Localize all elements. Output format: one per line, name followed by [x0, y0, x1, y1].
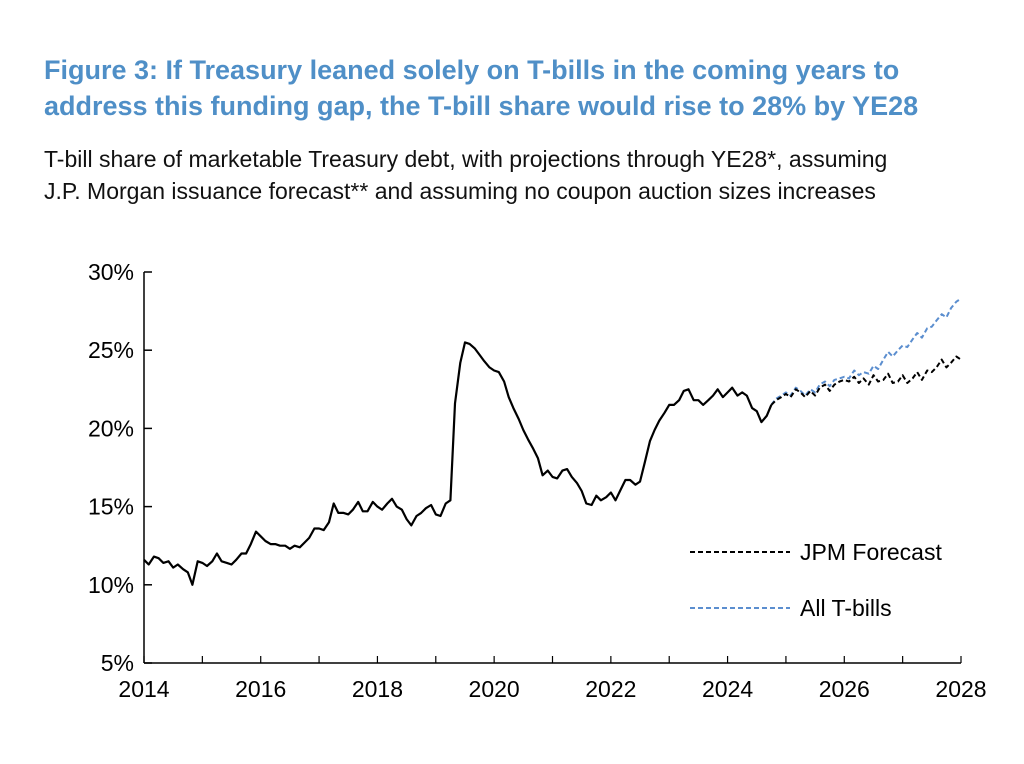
legend-label-jpm: JPM Forecast [800, 539, 942, 565]
x-tick-label: 2024 [702, 676, 753, 702]
x-tick-label: 2022 [585, 676, 636, 702]
chart-subtitle: T-bill share of marketable Treasury debt… [44, 143, 1004, 207]
x-tick-label: 2018 [352, 676, 403, 702]
series-line-jpm [770, 355, 962, 406]
series-line-tbills [770, 297, 962, 406]
series-line-history [143, 341, 773, 586]
chart-legend: JPM Forecast All T-bills [690, 539, 942, 621]
chart-title-line-2: address this funding gap, the T-bill sha… [44, 91, 919, 121]
x-tick-label: 2014 [118, 676, 169, 702]
chart-title: Figure 3: If Treasury leaned solely on T… [44, 52, 1004, 124]
x-tick-label: 2016 [235, 676, 286, 702]
chart-subtitle-line-1: T-bill share of marketable Treasury debt… [44, 146, 888, 172]
x-tick-label: 2028 [935, 676, 986, 702]
y-tick-label: 30% [88, 259, 134, 285]
x-tick-label: 2026 [819, 676, 870, 702]
chart-subtitle-line-2: J.P. Morgan issuance forecast** and assu… [44, 178, 876, 204]
chart-axes: 5% 10% 15% 20% 25% 30% 2014 2016 2018 2020 2022 202… [88, 259, 987, 702]
y-tick-label: 20% [88, 415, 134, 441]
y-tick-label: 5% [101, 650, 134, 676]
legend-label-tbills: All T-bills [800, 595, 892, 621]
y-tick-label: 10% [88, 572, 134, 598]
plot-area [143, 297, 962, 586]
chart-title-line-1: Figure 3: If Treasury leaned solely on T… [44, 55, 900, 85]
y-tick-label: 15% [88, 494, 134, 520]
x-tick-label: 2020 [469, 676, 520, 702]
y-tick-label: 25% [88, 337, 134, 363]
